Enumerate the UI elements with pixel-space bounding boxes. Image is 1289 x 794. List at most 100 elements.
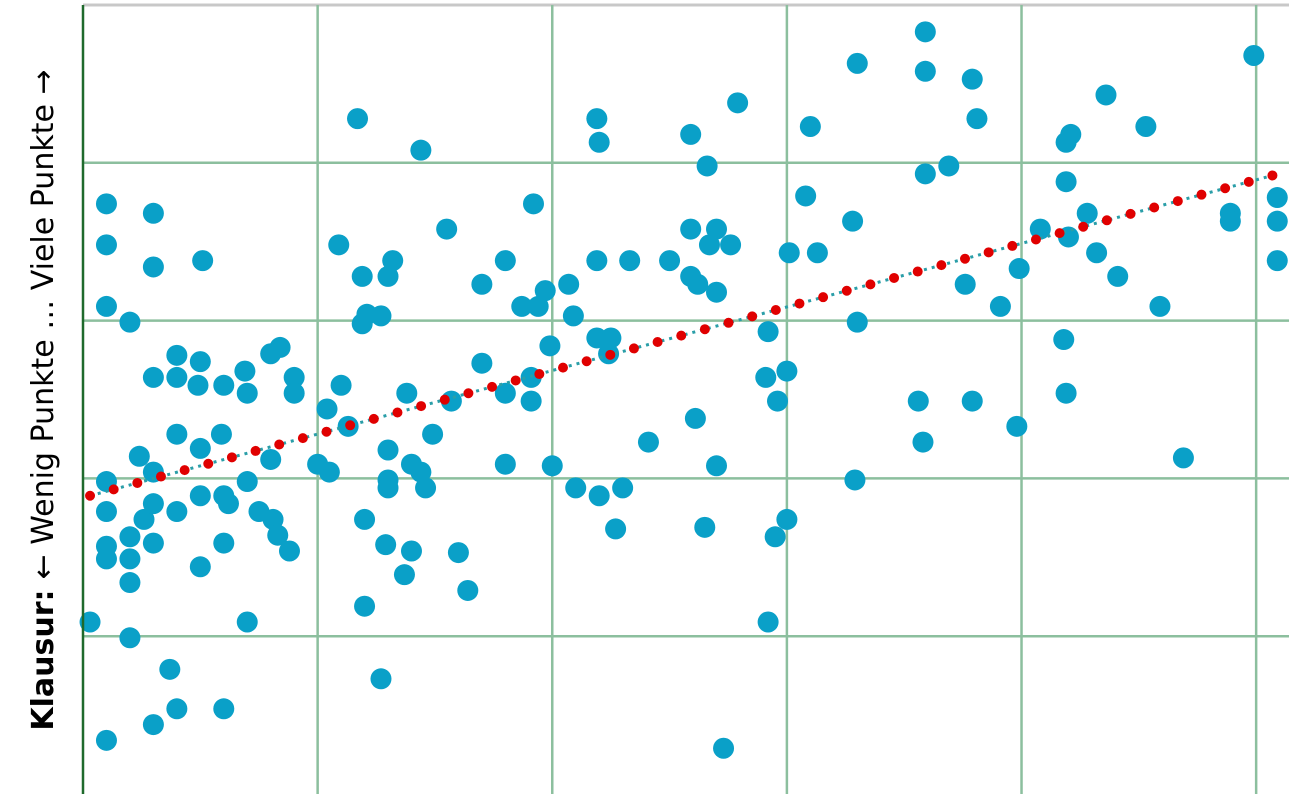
- point: [1149, 295, 1171, 317]
- point: [720, 234, 742, 256]
- point: [142, 256, 164, 278]
- point: [95, 501, 117, 523]
- point: [961, 390, 983, 412]
- point: [694, 516, 716, 538]
- point: [142, 493, 164, 515]
- point: [907, 390, 929, 412]
- trendline: [85, 170, 1278, 501]
- point: [844, 469, 866, 491]
- point: [415, 477, 437, 499]
- point: [562, 305, 584, 327]
- point: [1055, 171, 1077, 193]
- point: [755, 366, 777, 388]
- point: [494, 382, 516, 404]
- point: [795, 185, 817, 207]
- point: [1055, 382, 1077, 404]
- point: [189, 556, 211, 578]
- point: [799, 116, 821, 138]
- point: [938, 155, 960, 177]
- point: [375, 534, 397, 556]
- point: [1219, 210, 1241, 232]
- point: [565, 477, 587, 499]
- point: [727, 92, 749, 114]
- point: [842, 210, 864, 232]
- point: [757, 321, 779, 343]
- point: [217, 493, 239, 515]
- point: [494, 453, 516, 475]
- point: [187, 374, 209, 396]
- point: [966, 108, 988, 130]
- point: [457, 579, 479, 601]
- point: [213, 532, 235, 554]
- point: [1086, 242, 1108, 264]
- point: [698, 234, 720, 256]
- y-axis-label-prefix: Klausur:: [26, 589, 61, 730]
- point: [396, 382, 418, 404]
- point: [79, 611, 101, 633]
- point: [354, 508, 376, 530]
- point: [1053, 329, 1075, 351]
- point: [776, 508, 798, 530]
- point: [706, 281, 728, 303]
- point: [684, 407, 706, 429]
- point: [1266, 187, 1288, 209]
- point: [1107, 265, 1129, 287]
- point: [159, 658, 181, 680]
- point: [776, 360, 798, 382]
- point: [400, 540, 422, 562]
- point: [119, 311, 141, 333]
- point: [1266, 250, 1288, 272]
- point: [1008, 258, 1030, 280]
- marks: [79, 21, 1288, 759]
- point: [189, 485, 211, 507]
- point: [1095, 84, 1117, 106]
- point: [142, 714, 164, 736]
- point: [119, 548, 141, 570]
- grid: [83, 5, 1289, 794]
- point: [605, 518, 627, 540]
- point: [471, 352, 493, 374]
- point: [166, 698, 188, 720]
- point: [619, 250, 641, 272]
- point: [119, 627, 141, 649]
- point: [267, 524, 289, 546]
- point: [213, 374, 235, 396]
- point: [558, 273, 580, 295]
- point: [961, 68, 983, 90]
- point: [764, 526, 786, 548]
- point: [436, 218, 458, 240]
- point: [687, 273, 709, 295]
- y-axis-label: Klausur: ← Wenig Punkte … Viele Punkte →: [26, 69, 61, 730]
- point: [262, 508, 284, 530]
- point: [354, 595, 376, 617]
- point: [166, 366, 188, 388]
- point: [95, 548, 117, 570]
- point: [283, 366, 305, 388]
- point: [142, 532, 164, 554]
- point: [637, 431, 659, 453]
- point: [588, 131, 610, 153]
- point: [706, 455, 728, 477]
- point: [767, 390, 789, 412]
- point: [511, 295, 533, 317]
- point: [95, 234, 117, 256]
- point: [914, 21, 936, 43]
- point: [377, 439, 399, 461]
- point: [586, 108, 608, 130]
- point: [189, 437, 211, 459]
- point: [142, 366, 164, 388]
- point: [318, 461, 340, 483]
- point: [588, 485, 610, 507]
- point: [347, 108, 369, 130]
- point: [778, 242, 800, 264]
- point: [236, 471, 258, 493]
- point: [806, 242, 828, 264]
- point: [1029, 218, 1051, 240]
- point: [260, 448, 282, 470]
- point: [914, 163, 936, 185]
- point: [278, 540, 300, 562]
- point: [600, 327, 622, 349]
- point: [846, 52, 868, 74]
